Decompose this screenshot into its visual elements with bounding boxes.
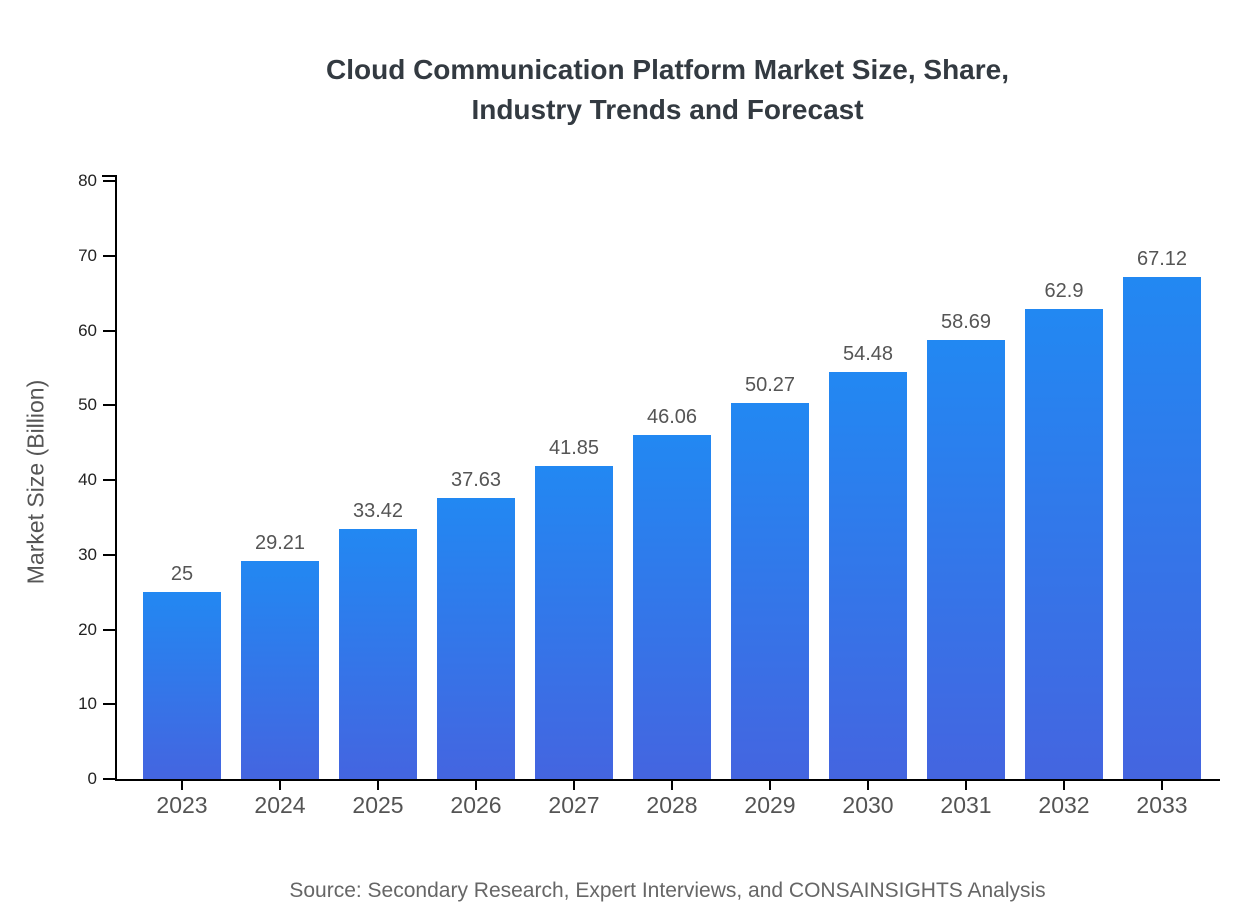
y-axis-tick-20 — [103, 628, 115, 631]
y-axis-tick-60 — [103, 329, 115, 332]
y-axis-tick-10 — [103, 703, 115, 706]
bar-value-2024: 29.21 — [254, 531, 306, 554]
y-axis-label-70: 70 — [78, 245, 97, 265]
y-axis-tick-30 — [103, 553, 115, 556]
bar-value-2025: 33.42 — [352, 500, 404, 523]
y-axis-tick-40 — [103, 479, 115, 481]
bar-value-2031: 58.69 — [940, 311, 992, 334]
chart-title-line-1: Cloud Communication Platform Market Size… — [325, 54, 1009, 85]
y-axis-label-50: 50 — [78, 395, 97, 415]
x-axis-tick-2033 — [1161, 781, 1163, 790]
x-axis-tick-2030 — [867, 781, 869, 790]
plot-area: 25 2023 29.21 2024 33.42 2025 37.63 2026 41.85 20… — [78, 171, 1220, 818]
x-axis-tick-2027 — [573, 781, 575, 790]
y-axis-label-80: 80 — [78, 171, 97, 190]
x-axis-tick-2029 — [769, 781, 771, 790]
bar-2027 — [535, 466, 613, 779]
bar-value-2028: 46.06 — [646, 405, 698, 428]
y-axis-label-30: 30 — [78, 544, 97, 564]
bar-2025 — [339, 529, 417, 779]
x-axis-label-2027: 2027 — [548, 792, 600, 818]
x-axis-label-2026: 2026 — [450, 792, 502, 818]
x-axis-label-2023: 2023 — [156, 792, 208, 818]
y-axis-label-0: 0 — [87, 769, 97, 788]
bar-2030 — [829, 371, 907, 779]
y-axis-tick-50 — [103, 404, 115, 407]
bar-2023 — [143, 592, 221, 779]
bar-value-2030: 54.48 — [842, 342, 894, 365]
y-axis-tick-70 — [103, 254, 115, 257]
x-axis-tick-2025 — [377, 781, 379, 790]
x-axis-tick-2024 — [279, 781, 281, 790]
bar-2026 — [437, 497, 515, 779]
bar-value-2026: 37.63 — [450, 468, 502, 491]
y-axis-top-cap — [102, 175, 115, 177]
bar-value-2027: 41.85 — [548, 437, 600, 460]
x-axis-label-2024: 2024 — [254, 792, 306, 818]
x-axis-label-2029: 2029 — [744, 792, 796, 818]
bar-2031 — [927, 340, 1005, 779]
bar-2029 — [731, 403, 809, 779]
x-axis-tick-2031 — [965, 781, 967, 790]
x-axis-label-2028: 2028 — [646, 792, 698, 818]
y-axis-tick-0 — [103, 778, 115, 780]
bar-2024 — [241, 560, 319, 779]
bar-2032 — [1025, 308, 1103, 779]
y-axis-extension — [115, 175, 117, 183]
bar-value-2029: 50.27 — [744, 374, 796, 397]
source-attribution: Source: Secondary Research, Expert Inter… — [289, 879, 1046, 902]
y-axis-label-20: 20 — [78, 619, 97, 639]
bar-value-2033: 67.12 — [1136, 248, 1188, 271]
y-axis-tick-80 — [103, 180, 115, 182]
x-axis-label-2025: 2025 — [352, 792, 404, 818]
x-axis-label-2032: 2032 — [1038, 792, 1090, 818]
chart-title: Cloud Communication Platform Market Size… — [115, 50, 1220, 130]
bar-value-2023: 25 — [170, 563, 194, 586]
x-axis-tick-2028 — [671, 781, 673, 790]
x-axis-label-2033: 2033 — [1136, 792, 1188, 818]
y-axis-label-40: 40 — [78, 470, 97, 489]
bar-value-2032: 62.9 — [1044, 279, 1084, 302]
y-axis-label-10: 10 — [78, 694, 97, 714]
x-axis-label-2030: 2030 — [842, 792, 894, 818]
x-axis-tick-2032 — [1063, 781, 1065, 790]
x-axis-tick-2023 — [181, 781, 183, 790]
y-axis-label-60: 60 — [78, 320, 97, 340]
chart-title-line-2: Industry Trends and Forecast — [471, 94, 864, 125]
x-axis-tick-2026 — [475, 781, 477, 790]
bar-2033 — [1123, 277, 1201, 779]
bar-2028 — [633, 434, 711, 779]
x-axis-label-2031: 2031 — [940, 792, 992, 818]
